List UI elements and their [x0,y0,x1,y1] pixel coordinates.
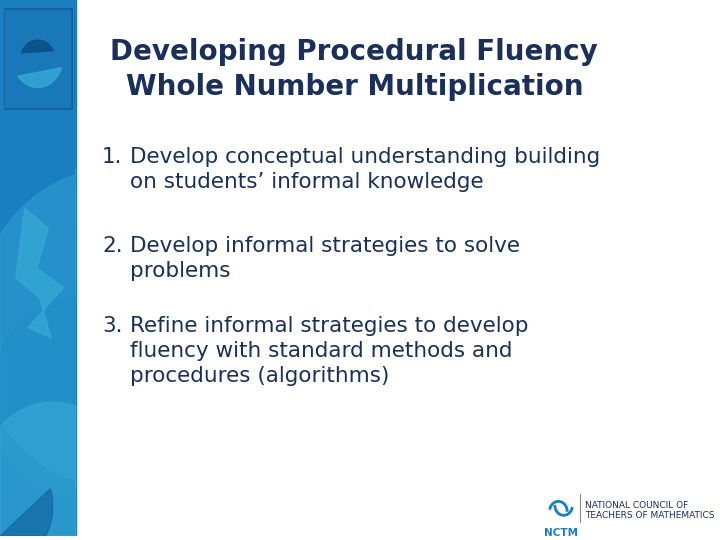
Polygon shape [0,489,53,536]
Polygon shape [0,298,76,496]
Polygon shape [22,40,53,53]
Polygon shape [0,402,76,536]
Polygon shape [18,68,61,87]
Text: 2.: 2. [102,237,122,256]
Text: Develop informal strategies to solve: Develop informal strategies to solve [130,237,520,256]
Text: Refine informal strategies to develop: Refine informal strategies to develop [130,316,528,336]
Polygon shape [0,169,76,487]
Bar [4,8,72,109]
Text: NATIONAL COUNCIL OF: NATIONAL COUNCIL OF [585,501,688,510]
Bar [5,10,71,107]
Text: fluency with standard methods and: fluency with standard methods and [130,341,513,361]
Text: procedures (algorithms): procedures (algorithms) [130,366,390,386]
Polygon shape [16,208,63,338]
Text: 1.: 1. [102,147,122,167]
Text: TEACHERS OF MATHEMATICS: TEACHERS OF MATHEMATICS [585,511,714,520]
Text: Developing Procedural Fluency: Developing Procedural Fluency [110,38,598,66]
Text: on students’ informal knowledge: on students’ informal knowledge [130,172,484,192]
Bar [0,0,76,536]
Text: Develop conceptual understanding building: Develop conceptual understanding buildin… [130,147,600,167]
Text: problems: problems [130,261,230,281]
Text: Whole Number Multiplication: Whole Number Multiplication [125,73,583,102]
Text: NCTM: NCTM [544,528,578,538]
Text: 3.: 3. [102,316,122,336]
